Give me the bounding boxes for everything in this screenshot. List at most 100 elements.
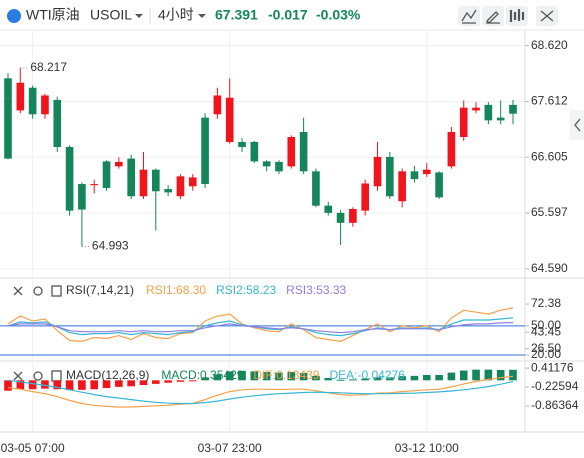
histogram-bar [176,380,185,382]
y-tick-label: 20.00 [531,347,561,361]
y-tick-label: -0.22594 [531,379,579,393]
histogram-bar [41,380,49,389]
histogram-bar [336,379,345,381]
legend-entry: RSI1:68.30 [146,283,206,297]
low-label: 64.993 [92,239,129,253]
candle-body [472,107,480,111]
histogram-bar [225,371,234,381]
y-tick-label: 65.597 [531,205,568,219]
indicator-line [7,322,514,334]
candle-body [238,141,246,147]
histogram-bar [115,380,123,387]
chart-type-button[interactable] [506,6,528,26]
candle-body [386,156,394,197]
candle-body [373,156,382,187]
candle-body [115,161,123,167]
indicator-icon [461,9,477,24]
candle-body [28,87,37,115]
dropdown-caret[interactable] [135,14,143,18]
candle-body [336,212,345,223]
y-tick-label: 72.38 [531,296,561,310]
indicator-line [7,379,514,405]
candle-body [459,107,468,138]
candle-body [102,161,111,188]
candle-body [312,171,320,206]
legend-entry: RSI2:58.23 [216,283,276,297]
high-label: 68.217 [30,60,67,74]
histogram-bar [509,369,517,381]
histogram-bar [410,375,419,381]
histogram-bar [28,380,37,390]
indicator-title: MACD(12,26,9) [66,368,149,382]
histogram-bar [398,376,406,381]
fullscreen-icon [540,10,554,22]
candle-body [509,104,517,114]
dropdown-caret[interactable] [198,14,206,18]
indicator-line [7,375,514,408]
histogram-bar [213,374,222,381]
y-tick-label: 68.620 [531,38,568,52]
candle-body [201,117,209,185]
x-tick-label: 03-12 10:00 [395,441,459,455]
histogram-bar [164,380,172,383]
close-icon[interactable] [13,371,23,381]
symbol-logo[interactable] [7,9,21,23]
candle-body [16,82,25,111]
candle-body [127,158,135,197]
candle-body [188,177,197,187]
y-tick-label: 0.41176 [531,360,574,374]
histogram-bar [65,380,74,391]
histogram-bar [373,377,382,381]
histogram-bar [324,377,333,381]
histogram-bar [127,380,135,387]
y-tick-label: 64.590 [531,261,568,275]
histogram-bar [78,380,86,390]
symbol-code[interactable]: USOIL [90,7,132,23]
legend-entry: MACD:0.35429 [161,368,243,382]
y-tick-label: 67.612 [531,94,568,108]
candle-body [422,169,431,175]
histogram-bar [151,380,160,384]
price-change: -0.017 [268,7,308,23]
settings-icon[interactable] [33,371,43,381]
candle-body [225,97,234,142]
y-tick-label: 43.45 [531,324,561,338]
indicator-title: RSI(7,14,21) [66,283,134,297]
interval[interactable]: 4小时 [158,7,194,23]
candle-body [41,95,49,115]
collapse-icon [574,118,581,132]
candle-body [139,169,148,197]
candle-body [78,184,86,210]
histogram-bar [139,380,148,386]
histogram-bar [472,369,480,381]
toggle-icon[interactable] [51,285,62,297]
candle-body [349,208,357,223]
indicator-line [7,307,514,343]
settings-icon[interactable] [33,286,43,296]
candle-body [65,146,74,211]
candle-body [410,171,419,180]
candle-body [176,176,185,197]
draw-icon [486,11,500,24]
candle-body [164,189,172,193]
candle-body [151,169,160,192]
candle-body [4,78,12,159]
histogram-bar [102,380,111,389]
candle-body [213,95,222,115]
histogram-bar [188,380,197,382]
candle-body [287,137,296,167]
collapse-button[interactable] [570,110,584,140]
histogram-bar [90,380,99,390]
x-tick-label: 03-07 23:00 [198,441,262,455]
histogram-bar [386,377,394,381]
histogram-bar [299,372,308,381]
histogram-bar [238,370,246,381]
legend-entry: DIF:0.13439 [253,368,319,382]
candle-body [398,171,406,202]
close-icon[interactable] [13,286,23,296]
histogram-bar [4,380,12,391]
symbol-name[interactable]: WTI原油 [26,7,80,23]
histogram-bar [262,372,271,381]
candle-body [275,161,283,172]
